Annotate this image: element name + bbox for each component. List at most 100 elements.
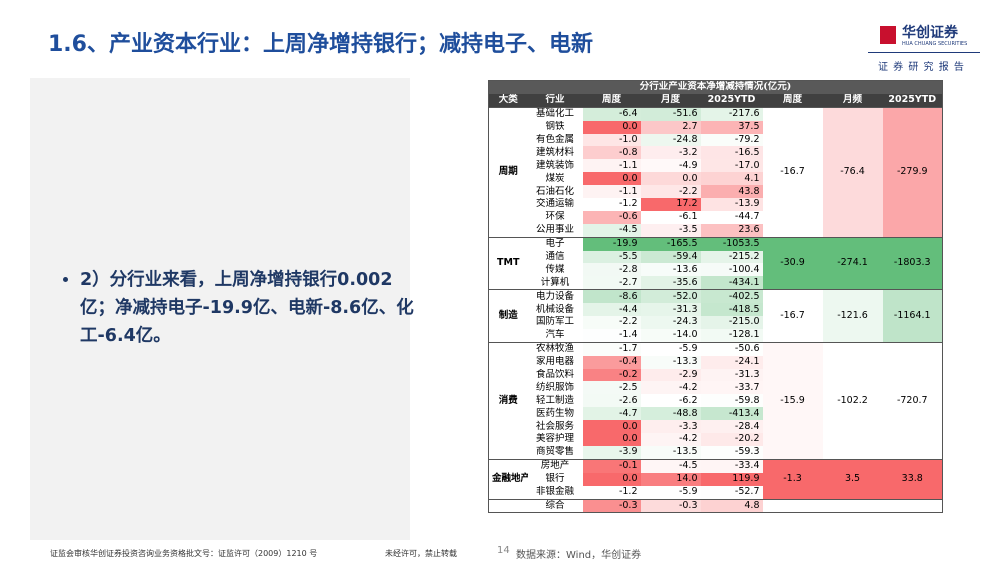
column-header: 2025YTD (882, 93, 943, 108)
value-cell: -8.6 (582, 289, 641, 304)
table-row: 食品饮料 -0.2 -2.9 -31.3 (489, 368, 943, 382)
value-cell: -13.9 (700, 198, 763, 211)
table-row: 环保 -0.6 -6.1 -44.7 (489, 210, 943, 224)
value-cell: -215.0 (700, 316, 763, 329)
category-cell: 消费 (488, 341, 528, 460)
value-cell: -13.6 (640, 263, 701, 277)
value-cell: -4.9 (640, 159, 701, 173)
value-cell: -59.8 (700, 394, 763, 408)
value-cell: 23.6 (700, 223, 763, 238)
column-header: 月频 (822, 93, 883, 108)
summary-cell: -1164.1 (882, 289, 943, 343)
table-row: 煤炭 0.0 0.0 4.1 (489, 172, 943, 186)
value-cell: -6.1 (640, 210, 701, 224)
value-cell: 14.0 (640, 472, 701, 486)
value-cell: 0.0 (582, 120, 641, 134)
value-cell: -0.3 (582, 498, 641, 513)
category-cell: 金融地产 (488, 458, 528, 499)
industry-cell: 机械设备 (535, 303, 574, 315)
value-cell: -0.2 (582, 368, 641, 382)
value-cell: -2.2 (582, 316, 641, 329)
summary-cell: -279.9 (882, 106, 943, 238)
value-cell: -1.2 (582, 485, 641, 499)
industry-cell: 钢铁 (545, 121, 565, 133)
value-cell: -52.0 (640, 289, 701, 304)
value-cell: -31.3 (700, 368, 763, 382)
value-cell: -6.4 (582, 106, 641, 121)
value-cell: 2.7 (640, 120, 701, 134)
industry-cell: 房地产 (527, 458, 583, 473)
value-cell: 4.8 (700, 498, 763, 513)
table-row: 计算机 -2.7 -35.6 -434.1 (489, 276, 943, 290)
value-cell: -418.5 (700, 303, 763, 317)
industry-cell: 商贸零售 (535, 446, 574, 458)
industry-cell: 银行 (545, 473, 565, 485)
table-row: 汽车 -1.4 -14.0 -128.1 (489, 328, 943, 343)
value-cell: 4.1 (700, 172, 763, 186)
value-cell: -17.0 (700, 159, 763, 173)
industry-cell: 公用事业 (535, 224, 574, 236)
industry-cell: 基础化工 (527, 106, 583, 121)
value-cell: 0.0 (640, 172, 701, 186)
report-tag: 证 券 研 究 报 告 (878, 62, 965, 73)
value-cell: -0.1 (582, 458, 641, 473)
table-row: 金融地产 房地产 -0.1 -4.5 -33.4 -1.3 3.5 33.8 (488, 458, 943, 499)
value-cell: 0.0 (582, 420, 641, 434)
value-cell: -6.2 (640, 394, 701, 408)
summary-cell: 33.8 (882, 458, 943, 499)
value-cell: -5.9 (640, 341, 701, 356)
table-row: 银行 0.0 14.0 119.9 (489, 472, 943, 486)
value-cell: -0.3 (640, 498, 701, 513)
value-cell: -1.4 (582, 328, 641, 343)
table-row: 通信 -5.5 -59.4 -215.2 (489, 250, 943, 264)
table-title: 分行业产业资本净增减持情况(亿元) (488, 80, 943, 94)
value-cell: -4.5 (640, 458, 701, 473)
value-cell: -165.5 (640, 236, 701, 251)
header-rule (868, 52, 980, 53)
value-cell: -1.1 (582, 159, 641, 173)
value-cell: -24.3 (640, 316, 701, 329)
value-cell: -1.2 (582, 198, 641, 211)
value-cell: -52.7 (700, 485, 763, 499)
logo-en: HUA CHUANG SECURITIES (902, 41, 968, 47)
industry-cell: 有色金属 (535, 134, 574, 145)
value-cell: -3.5 (640, 223, 701, 238)
value-cell: -20.2 (700, 433, 763, 446)
industry-cell: 石油石化 (535, 185, 574, 197)
data-table: 分行业产业资本净增减持情况(亿元) 大类 行业 周度 月度 2025YTD 周度 月频 202… (488, 80, 943, 514)
value-cell: -28.4 (700, 420, 763, 434)
table-row: 交通运输 -1.2 17.2 -13.9 (489, 198, 943, 211)
industry-cell: 美容护理 (535, 433, 574, 445)
table-row: 机械设备 -4.4 -31.3 -418.5 (489, 303, 943, 317)
summary-cell: -274.1 (822, 236, 883, 290)
industry-cell: 煤炭 (545, 172, 565, 184)
value-cell: 17.2 (640, 198, 701, 211)
value-cell: 37.5 (700, 120, 763, 134)
industry-cell: 国防军工 (535, 316, 574, 328)
column-header: 大类 (488, 93, 528, 108)
industry-cell: 环保 (545, 211, 565, 223)
industry-cell: 综合 (527, 498, 583, 513)
value-cell: -59.4 (640, 250, 701, 264)
value-cell: -44.7 (700, 210, 763, 224)
industry-cell: 医药生物 (535, 407, 574, 419)
industry-cell: 建筑装饰 (535, 159, 574, 171)
value-cell: -59.3 (700, 445, 763, 460)
logo: 华创证券 HUA CHUANG SECURITIES (880, 22, 975, 52)
text-panel: 2）分行业来看，上周净增持银行0.002亿；净减持电子-19.9亿、电新-8.6… (30, 78, 414, 540)
table-row: 家用电器 -0.4 -13.3 -24.1 (489, 355, 943, 369)
category-cell: TMT (488, 236, 528, 290)
value-cell: -33.7 (700, 381, 763, 395)
summary-cell: -76.4 (822, 106, 883, 238)
value-cell: -3.2 (640, 146, 701, 160)
column-header: 行业 (527, 93, 583, 108)
value-cell: -50.6 (700, 341, 763, 356)
footer-source: 数据来源：Wind，华创证券 (516, 550, 642, 561)
table-row: 制造 电力设备 -8.6 -52.0 -402.5 -16.7 -121.6 -1164.1 (488, 289, 943, 343)
table-row: 医药生物 -4.7 -48.8 -413.4 (489, 407, 943, 421)
table-row: 消费 农林牧渔 -1.7 -5.9 -50.6 -15.9 -102.2 -720.7 (488, 341, 943, 460)
summary-cell: -121.6 (822, 289, 883, 343)
column-header: 周度 (762, 93, 823, 108)
value-cell: 43.8 (700, 185, 763, 199)
